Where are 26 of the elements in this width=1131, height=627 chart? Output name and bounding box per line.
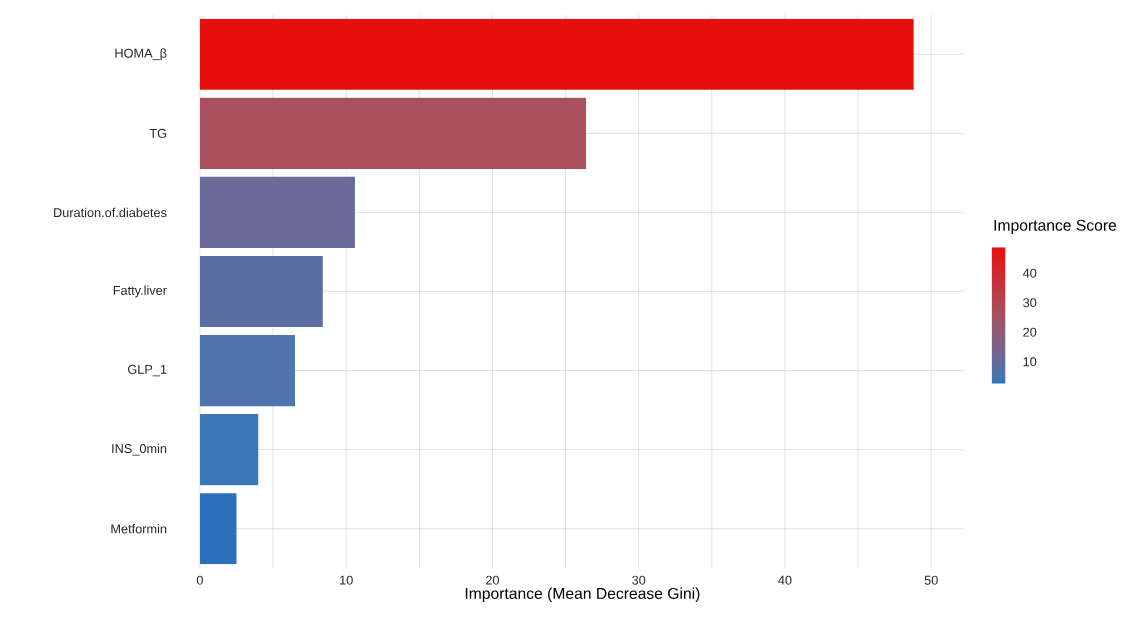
x-tick-label: 40 [778,575,792,585]
bar [199,176,355,248]
y-tick-label: Metformin [111,523,167,534]
x-tick-label: 20 [486,575,500,585]
y-tick-label: GLP_1 [128,364,167,377]
color-bar-label: 10 [1023,357,1037,367]
color-bar-label: 30 [1023,298,1037,308]
y-tick-label: Duration.of.diabetes [54,207,167,217]
bar [199,97,587,169]
x-tick-label: 50 [924,575,938,585]
bar [199,18,914,90]
bar [199,493,237,565]
x-axis-title: Importance (Mean Decrease Gini) [465,587,700,602]
bar [199,334,296,407]
color-bar-label: 40 [1022,268,1037,278]
x-tick-label: 0 [196,575,203,585]
x-tick-label: 10 [340,575,353,585]
y-tick-label: HOMA_β [115,48,167,61]
y-tick-label: INS_0min [112,443,167,456]
bar [199,413,259,486]
color-bar-label: 20 [1023,327,1037,337]
y-tick-label: Fatty.liver [113,285,167,298]
bar [199,255,323,327]
color-bar-title: Importance Score [994,219,1117,234]
y-tick-label: TG [149,128,167,138]
x-tick-label: 30 [632,575,646,585]
